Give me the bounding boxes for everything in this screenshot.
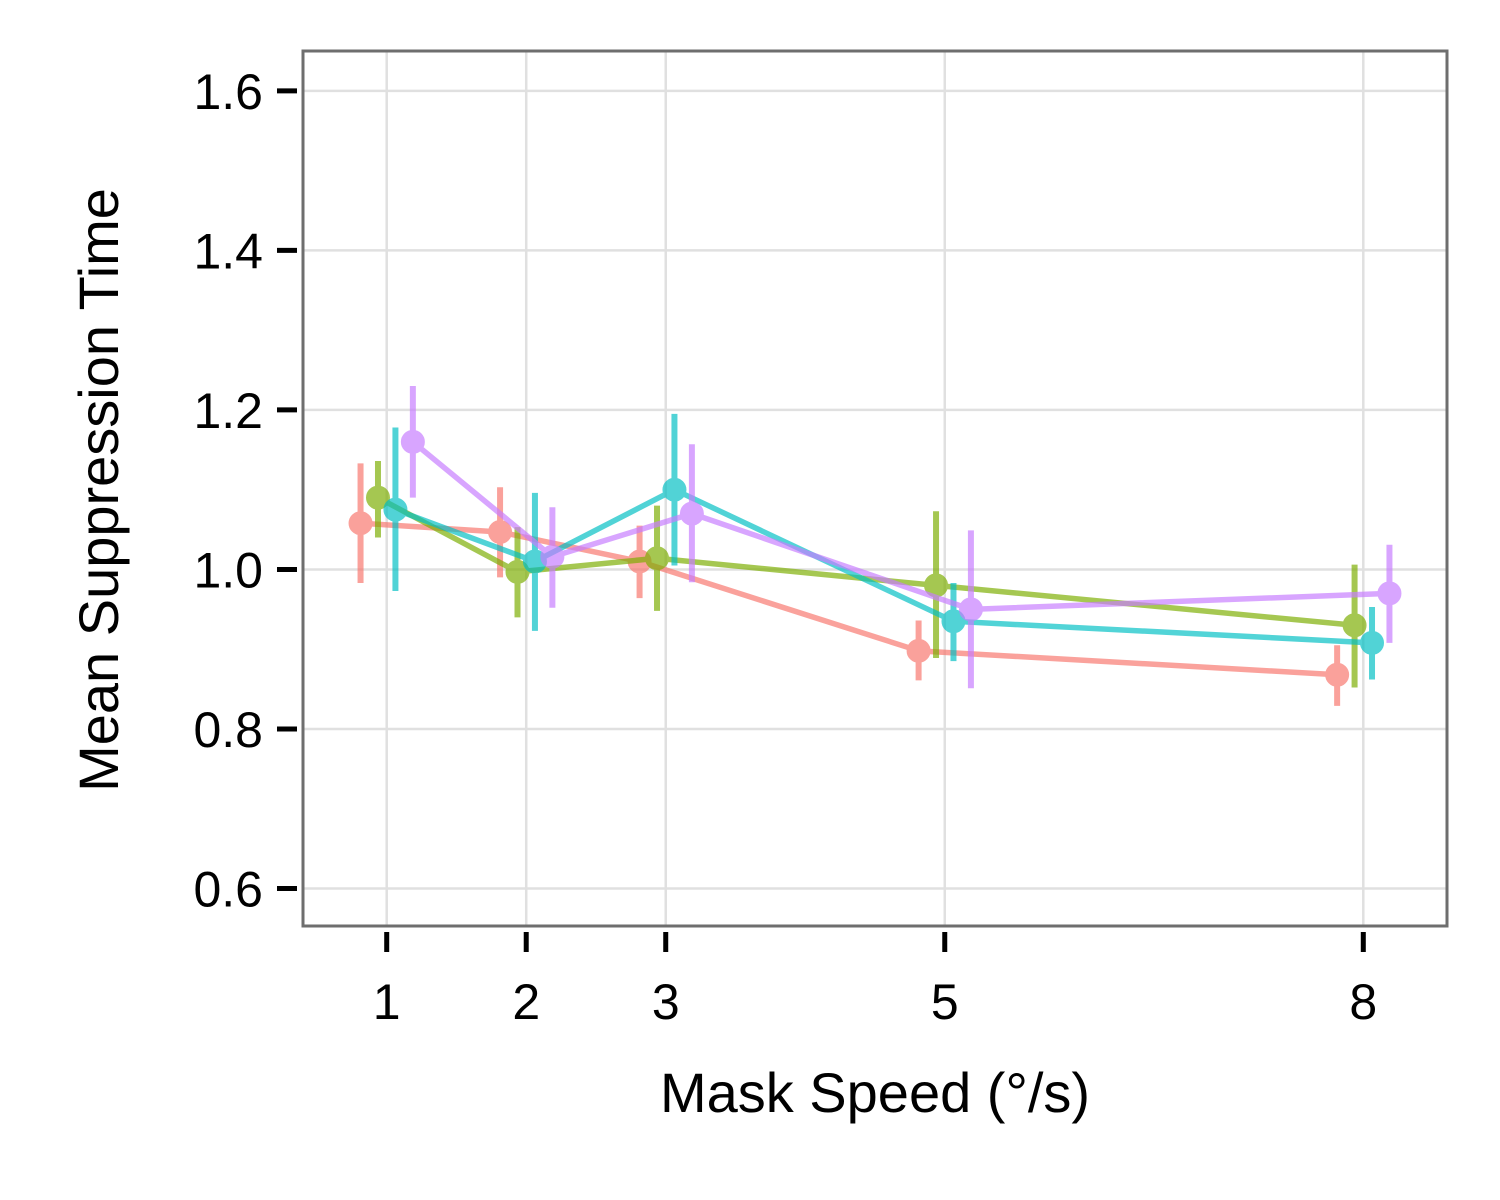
x-tick-label: 5: [931, 974, 959, 1030]
data-point: [1325, 662, 1350, 687]
y-tick-label: 0.8: [193, 702, 263, 758]
data-point: [941, 609, 966, 634]
y-axis-title: Mean Suppression Time: [67, 188, 130, 792]
x-tick-label: 8: [1349, 974, 1377, 1030]
data-point: [383, 497, 408, 522]
data-point: [1342, 613, 1367, 638]
data-point: [958, 597, 983, 622]
x-axis: 1 2 3 5 8: [373, 932, 1377, 1030]
y-tick-label: 0.6: [193, 862, 263, 918]
data-point: [1360, 630, 1385, 655]
data-point: [679, 501, 704, 526]
x-tick-label: 3: [652, 974, 680, 1030]
y-tick-label: 1.2: [193, 383, 263, 439]
y-tick-label: 1.6: [193, 64, 263, 120]
series-3: [383, 413, 1385, 680]
data-point: [365, 485, 390, 510]
plot-border: [301, 49, 1449, 928]
data-point: [540, 544, 565, 569]
y-tick-label: 1.0: [193, 542, 263, 598]
plot-background: [303, 51, 1447, 926]
y-tick-label: 1.4: [193, 223, 263, 279]
series-2: [365, 460, 1367, 688]
data-point: [645, 546, 670, 571]
series-group: [348, 386, 1402, 706]
data-point: [906, 638, 931, 663]
y-axis: 0.6 0.8 1.0 1.2 1.4 1.6: [193, 64, 297, 918]
data-point: [400, 429, 425, 454]
data-point: [662, 477, 687, 502]
data-point: [488, 519, 513, 544]
x-tick-label: 2: [512, 974, 540, 1030]
x-axis-title: Mask Speed (°/s): [660, 1061, 1090, 1124]
data-point: [348, 511, 373, 536]
data-point: [505, 559, 530, 584]
series-4: [400, 386, 1402, 689]
data-point: [1377, 581, 1402, 606]
x-tick-label: 1: [373, 974, 401, 1030]
